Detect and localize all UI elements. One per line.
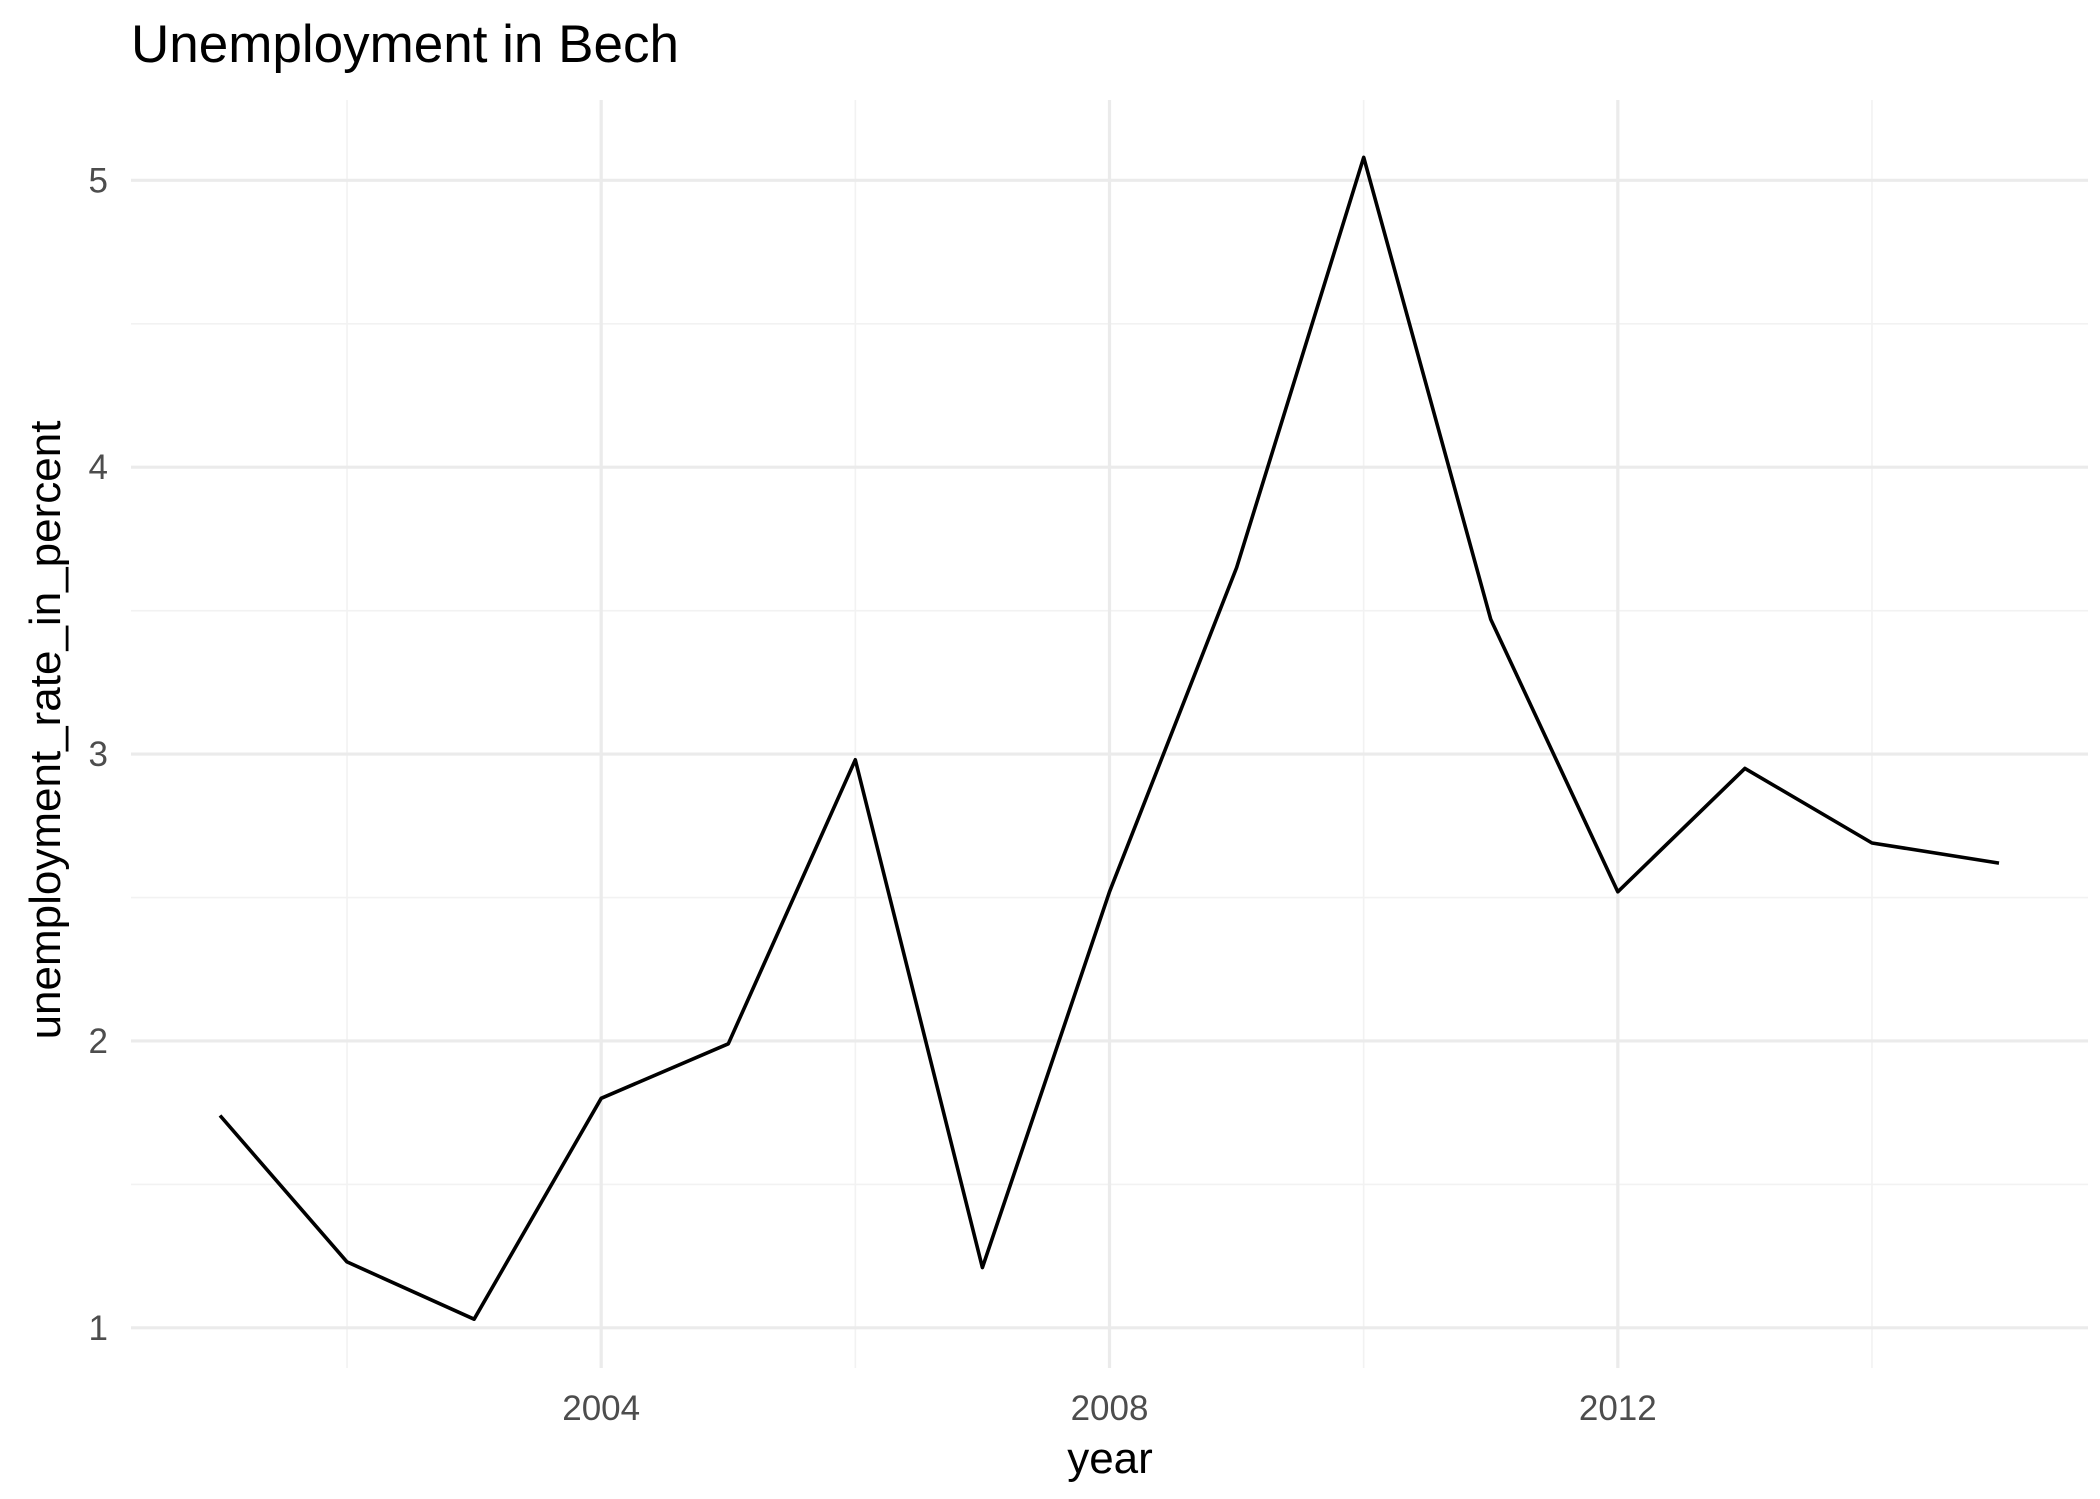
y-tick-label: 5	[89, 161, 108, 200]
data-point	[980, 1266, 984, 1270]
data-point	[1489, 617, 1493, 621]
data-point	[345, 1260, 349, 1264]
data-point	[1108, 890, 1112, 894]
major-gridlines	[131, 100, 2088, 1368]
data-point	[726, 1042, 730, 1046]
x-tick-label: 2012	[1579, 1389, 1657, 1428]
data-point	[472, 1317, 476, 1321]
y-tick-label: 2	[89, 1022, 108, 1061]
data-point	[1235, 566, 1239, 570]
y-tick-label: 4	[89, 448, 108, 487]
data-point	[1743, 766, 1747, 770]
x-axis-title: year	[1067, 1434, 1153, 1483]
data-point	[853, 758, 857, 762]
x-tick-label: 2004	[562, 1389, 640, 1428]
x-axis-tick-labels: 2004 2008 2012	[562, 1389, 1656, 1428]
y-axis-tick-labels: 1 2 3 4 5	[89, 161, 108, 1348]
data-point	[1616, 890, 1620, 894]
x-tick-label: 2008	[1071, 1389, 1149, 1428]
data-point	[599, 1096, 603, 1100]
y-axis-title: unemployment_rate_in_percent	[21, 421, 70, 1040]
data-point	[1362, 155, 1366, 159]
data-point	[218, 1114, 222, 1118]
y-tick-label: 3	[89, 735, 108, 774]
data-point	[1870, 841, 1874, 845]
series-line	[218, 155, 2000, 1321]
data-point	[1997, 861, 2001, 865]
chart-title: Unemployment in Bech	[131, 15, 679, 74]
series-group	[218, 155, 2001, 1321]
y-tick-label: 1	[89, 1309, 108, 1348]
